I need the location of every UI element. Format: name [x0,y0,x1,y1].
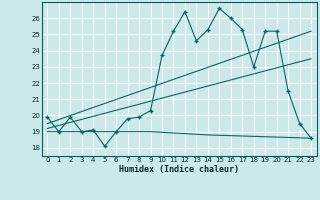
X-axis label: Humidex (Indice chaleur): Humidex (Indice chaleur) [119,165,239,174]
